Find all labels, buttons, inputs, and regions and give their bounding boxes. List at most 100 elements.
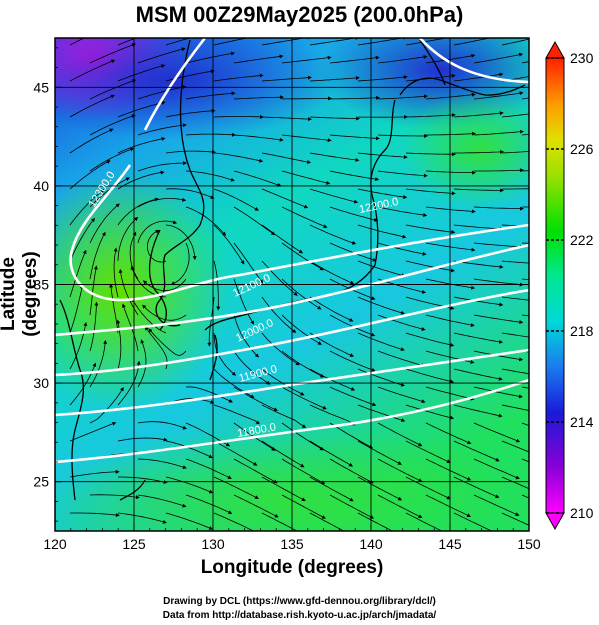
streamline [377,55,428,64]
streamline [405,512,443,531]
streamline [109,283,119,334]
streamline [185,458,232,479]
streamline [502,188,529,190]
streamline [69,38,85,46]
streamline [309,152,360,162]
streamline [261,476,306,502]
streamline [309,440,354,467]
streamline [281,242,324,271]
streamline [377,94,428,100]
streamline [261,404,307,429]
streamline [453,72,504,82]
streamline [69,128,114,154]
streamline [357,152,408,159]
x-axis-ticks: 120 125 130 135 140 145 150 [43,525,541,552]
streamline [117,360,141,406]
streamline [377,494,423,518]
streamline [70,512,120,518]
streamline [185,494,233,514]
colorbar-top-triangle [545,40,565,59]
y-tick-label: 45 [33,79,49,95]
streamline [233,170,282,187]
x-tick-label: 145 [438,536,462,552]
streamline [501,368,529,375]
streamline [117,100,166,118]
streamline [329,242,377,262]
streamline [185,170,235,182]
streamline [137,47,186,64]
streamline [137,85,187,100]
streamline [309,75,360,82]
streamline [473,91,524,100]
credit-data: Data from http://database.rish.kyoto-u.a… [162,610,437,621]
streamline [405,404,455,420]
streamline [329,170,380,182]
streamline [69,217,95,262]
streamline [309,512,345,531]
streamline [89,79,137,100]
chart-title: MSM 00Z29May2025 (200.0hPa) [135,2,464,27]
streamline [148,328,187,357]
streamline [377,422,423,447]
streamline [405,113,456,118]
streamline [233,95,284,100]
colorbar-ticks: 230 226 222 218 214 210 [546,50,594,521]
streamline [69,160,111,190]
streamline [281,350,325,378]
streamline [261,260,298,296]
streamline [357,260,406,278]
streamline [281,458,326,485]
streamline [281,55,332,64]
streamline [213,440,258,466]
streamline [89,231,106,280]
streamline [165,512,214,530]
streamline [357,75,408,82]
streamline [329,422,374,449]
streamline [473,242,524,249]
streamline [213,512,260,531]
streamline [137,123,187,136]
streamline [357,188,408,199]
streamline [185,386,234,403]
streamline [425,314,475,327]
streamline [261,440,305,468]
streamline [69,284,84,334]
y-axis-ticks: 25 30 35 40 45 [33,47,61,522]
streamline [137,161,188,172]
streamline [309,38,360,46]
streamline [377,350,426,368]
streamline [144,326,168,370]
x-tick-label: 130 [201,536,225,552]
streamline [89,203,120,244]
y-tick-label: 30 [33,375,49,391]
streamline [405,224,456,235]
streamline [501,296,529,301]
streamline [233,278,254,325]
streamline [137,494,187,508]
streamline [213,73,264,82]
streamline [405,152,456,157]
streamline [377,170,428,178]
streamline [453,111,504,118]
streamline [405,260,455,273]
streamline [113,247,119,298]
streamline [117,216,139,262]
streamline [137,421,187,430]
streamlines [69,38,529,531]
streamline [309,224,357,245]
streamline [261,512,298,531]
streamline [213,38,249,46]
x-tick-label: 135 [280,536,304,552]
streamline [89,114,136,136]
streamline [329,95,380,100]
streamline [453,404,503,418]
streamline [309,404,356,426]
streamline [165,476,214,494]
streamline [501,440,529,453]
streamline [329,206,379,222]
streamline [185,91,236,100]
streamline [118,476,168,484]
streamline [170,242,190,285]
streamline [233,386,278,411]
gridlines [55,38,529,531]
